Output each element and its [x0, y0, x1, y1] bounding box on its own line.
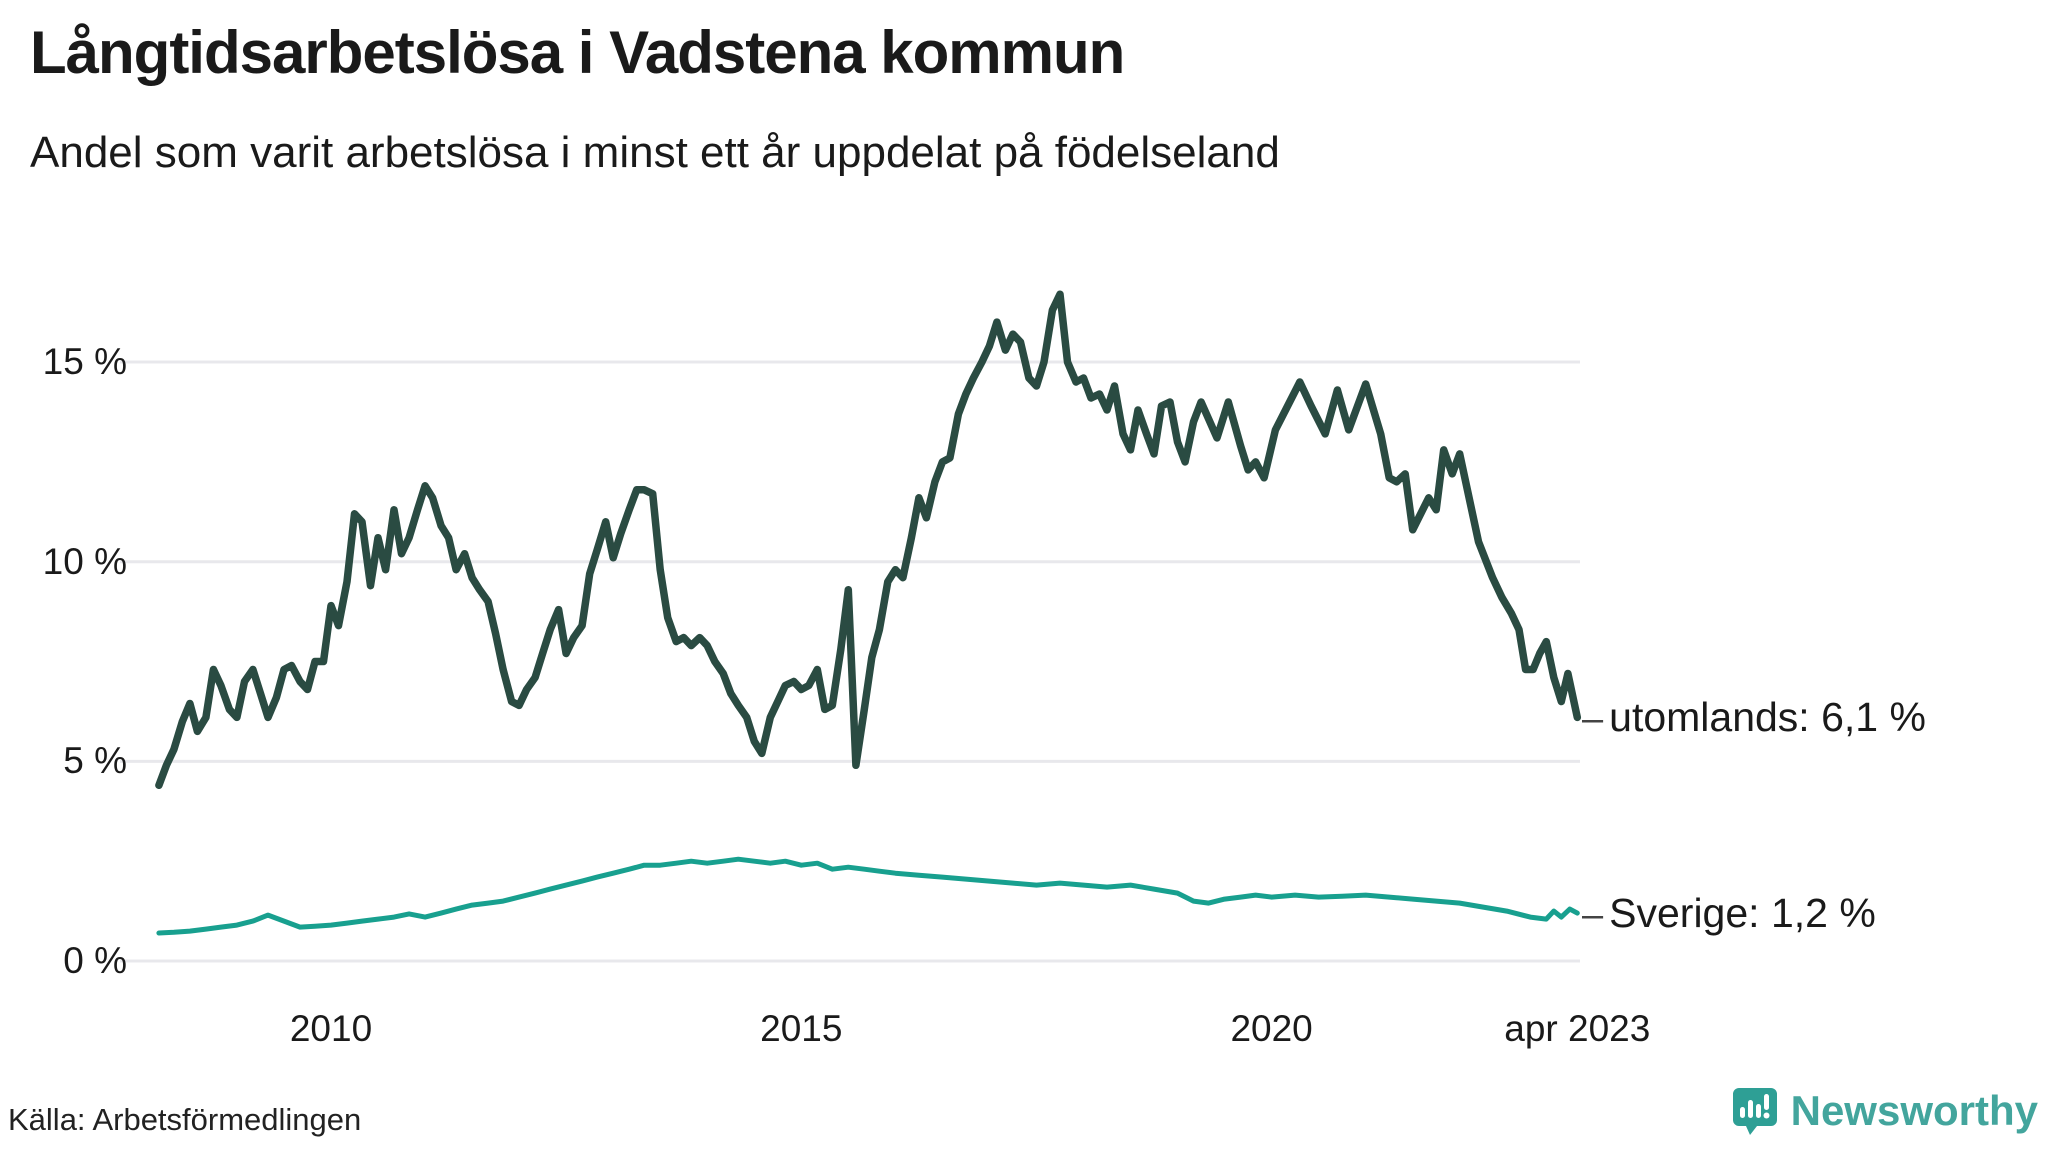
newsworthy-logo: Newsworthy — [1731, 1086, 2038, 1136]
x-tick-apr2023: apr 2023 — [1504, 1008, 1651, 1049]
x-tick-2020: 2020 — [1230, 1008, 1313, 1049]
utomlands-end-text: utomlands: 6,1 % — [1609, 694, 1926, 741]
newsworthy-bubble-chart-icon — [1731, 1086, 1779, 1136]
sverige-end-label: – Sverige: 1,2 % — [1582, 887, 1876, 941]
x-tick-2015: 2015 — [760, 1008, 843, 1049]
x-tick-2010: 2010 — [289, 1008, 373, 1049]
source-note: Källa: Arbetsförmedlingen — [8, 1102, 362, 1137]
utomlands-end-label: – utomlands: 6,1 % — [1582, 691, 1926, 745]
y-tick-0: 0 % — [63, 940, 127, 981]
leader-dash: – — [1582, 894, 1604, 937]
y-tick-10: 10 % — [42, 540, 127, 582]
y-tick-15: 15 % — [42, 341, 127, 383]
leader-dash: – — [1582, 698, 1604, 741]
sverige-end-text: Sverige: 1,2 % — [1609, 890, 1876, 937]
y-tick-5: 5 % — [63, 740, 127, 782]
newsworthy-wordmark: Newsworthy — [1790, 1087, 2038, 1134]
page-subtitle: Andel som varit arbetslösa i minst ett å… — [30, 128, 1280, 177]
page-title: Långtidsarbetslösa i Vadstena kommun — [30, 19, 1125, 86]
